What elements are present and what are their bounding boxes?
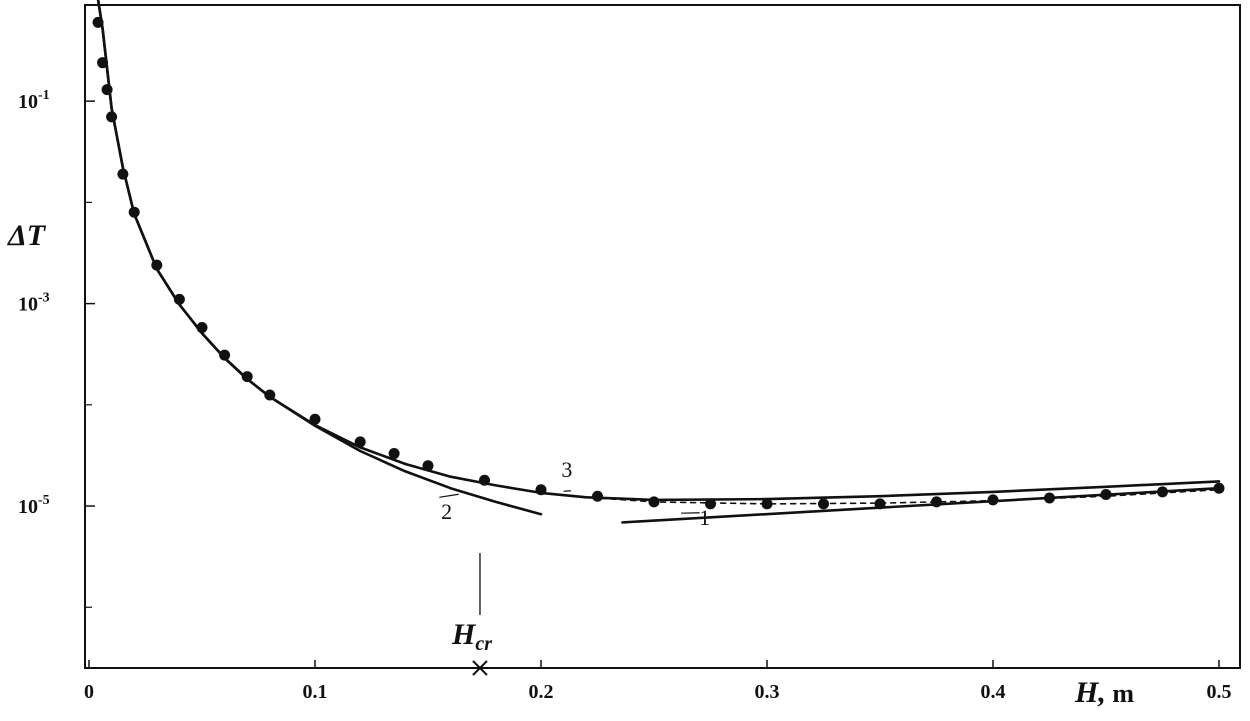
- data-point: [592, 490, 603, 502]
- curve-label-2: 2: [441, 499, 452, 524]
- curve-label-1: 1: [699, 505, 710, 530]
- data-point: [264, 389, 276, 401]
- y-tick-label: 10-5: [18, 493, 50, 518]
- data-point: [92, 16, 104, 28]
- data-point: [931, 496, 942, 508]
- series-line-2: [96, 0, 543, 516]
- data-point: [106, 111, 118, 123]
- data-point: [761, 498, 773, 510]
- data-point: [219, 349, 231, 361]
- hcr-label: Hcr: [451, 618, 492, 655]
- data-point: [705, 498, 716, 510]
- x-tick-label: 0.3: [755, 681, 780, 703]
- curve-label-3: 3: [561, 457, 572, 482]
- text-labels: 0 0.1 0.2 0.3 0.4 0.5 10-1 10-3 10-5 1 2 3 Hcr ΔT H, m: [7, 88, 1232, 709]
- series-line-3: [96, 0, 1221, 502]
- y-tick-label: 10-1: [18, 88, 50, 113]
- series-group: [96, 0, 1221, 524]
- y-tick-label: 10-3: [18, 291, 50, 316]
- x-tick-label: 0.2: [529, 681, 554, 703]
- x-axis-label: H, m: [1074, 676, 1134, 709]
- y-axis-label: ΔT: [7, 219, 47, 252]
- data-points: [92, 16, 1225, 676]
- data-point: [388, 448, 400, 460]
- data-point: [987, 494, 999, 506]
- data-point: [1213, 482, 1225, 494]
- hcr-x-mark: [472, 660, 488, 676]
- data-point: [309, 413, 321, 425]
- data-point: [535, 484, 547, 496]
- axis-ticks: [85, 100, 1220, 668]
- data-point: [422, 460, 434, 472]
- data-point: [128, 206, 140, 218]
- data-point: [648, 496, 660, 508]
- x-tick-label: 0: [84, 681, 94, 703]
- data-point: [874, 498, 886, 510]
- x-tick-label: 0.5: [1207, 681, 1232, 703]
- data-point: [117, 168, 129, 180]
- data-point: [97, 57, 109, 69]
- series-line-1: [621, 486, 1221, 524]
- curve-leader-2: [439, 493, 459, 498]
- plot-frame: [84, 4, 1241, 669]
- data-point: [354, 436, 366, 448]
- curve-leaders: [439, 490, 700, 615]
- data-point: [241, 371, 253, 383]
- data-point: [818, 498, 829, 510]
- x-tick-label: 0.1: [303, 681, 328, 703]
- data-point: [101, 84, 113, 96]
- data-point: [173, 293, 185, 305]
- x-tick-label: 0.4: [981, 681, 1006, 703]
- data-point: [479, 474, 490, 486]
- data-point: [151, 259, 163, 271]
- data-point: [196, 322, 208, 334]
- data-point: [1044, 492, 1055, 504]
- data-point: [1100, 489, 1112, 501]
- data-point: [1157, 486, 1168, 498]
